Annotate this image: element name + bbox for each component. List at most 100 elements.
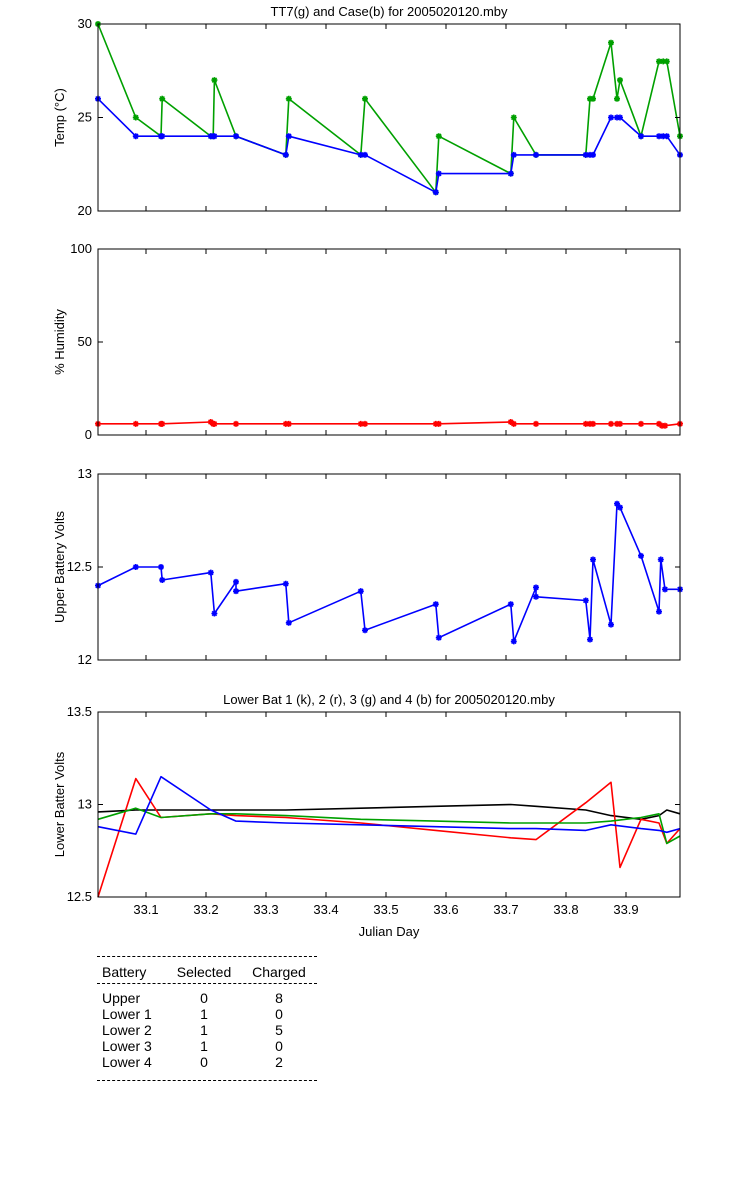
- series-line: [97, 775, 681, 835]
- data-point: [357, 420, 364, 427]
- x-tick-label: 33.3: [253, 902, 278, 917]
- data-point: [435, 420, 442, 427]
- data-point: [656, 133, 662, 140]
- table-row: Upper 0 8: [97, 990, 317, 1006]
- series-4: [97, 775, 681, 835]
- y-tick-label: 12: [78, 652, 92, 667]
- battery-charged: 8: [275, 990, 283, 1006]
- data-point: [211, 610, 218, 617]
- y-tick-label: 13: [78, 466, 92, 481]
- data-point: [432, 189, 439, 196]
- chart-panel-4: 12.5 13 13.5 33.1 33.2 33.3 33.4 33.5 33.6 33.7 33…: [52, 692, 681, 939]
- table-row: Lower 2 1 5: [97, 1022, 317, 1038]
- data-point: [362, 151, 368, 158]
- battery-selected: 1: [200, 1022, 208, 1038]
- data-point: [132, 420, 139, 427]
- data-point: [158, 564, 164, 570]
- table-row: Lower 1 1 0: [97, 1006, 317, 1022]
- data-point: [510, 638, 517, 645]
- data-point: [638, 420, 644, 427]
- data-point: [507, 601, 514, 608]
- data-point: [608, 420, 614, 427]
- data-point: [533, 151, 539, 158]
- header-battery: Battery: [102, 964, 147, 980]
- data-point: [582, 597, 589, 604]
- chart-panel-1: 20 25 30 TT7(g) and Case(b) for 2005020120.…: [52, 4, 683, 218]
- data-point: [435, 634, 442, 641]
- data-point: [132, 564, 139, 570]
- battery-name: Lower 2: [102, 1022, 152, 1038]
- data-point: [211, 420, 218, 427]
- table-rule-top: [97, 956, 317, 957]
- y-tick-label: 50: [78, 334, 92, 349]
- data-point: [614, 95, 620, 102]
- table-row: Lower 3 1 0: [97, 1038, 317, 1054]
- series-1: [95, 21, 683, 196]
- x-tick-label: 33.8: [553, 902, 578, 917]
- data-point: [662, 586, 668, 593]
- data-point: [510, 420, 517, 427]
- battery-selected: 1: [200, 1006, 208, 1022]
- header-charged: Charged: [252, 964, 306, 980]
- data-point: [285, 95, 292, 102]
- data-point: [533, 593, 539, 600]
- data-point: [590, 95, 596, 102]
- y-tick-label: 13.5: [67, 704, 92, 719]
- series-line: [97, 502, 680, 643]
- chart-title: TT7(g) and Case(b) for 2005020120.mby: [270, 4, 508, 19]
- series-line: [97, 807, 681, 845]
- data-point: [582, 420, 589, 427]
- y-tick-label: 0: [85, 427, 92, 442]
- data-point: [656, 58, 662, 65]
- data-point: [656, 608, 662, 615]
- plot-frame: [97, 711, 681, 898]
- y-tick-label: 12.5: [67, 889, 92, 904]
- x-tick-label: 33.6: [433, 902, 458, 917]
- data-point: [657, 556, 664, 563]
- x-tick-label: 33.1: [133, 902, 158, 917]
- data-point: [617, 114, 623, 121]
- y-axis-label: Upper Battery Volts: [52, 511, 67, 623]
- data-point: [510, 151, 517, 158]
- series-2: [95, 95, 683, 196]
- data-point: [159, 133, 166, 140]
- data-point: [282, 151, 289, 158]
- data-point: [362, 95, 368, 102]
- y-axis-label: % Humidity: [52, 309, 67, 375]
- data-point: [285, 133, 292, 140]
- data-point: [656, 420, 662, 427]
- data-point: [638, 133, 644, 140]
- data-point: [282, 580, 289, 587]
- data-point: [435, 133, 442, 140]
- battery-selected: 0: [200, 1054, 208, 1070]
- plot-frame: [97, 248, 681, 436]
- header-selected: Selected: [176, 964, 232, 980]
- battery-selected: 1: [200, 1038, 208, 1054]
- data-point: [159, 95, 166, 102]
- data-point: [590, 151, 596, 158]
- table-rule-mid: [97, 983, 317, 984]
- data-point: [608, 114, 614, 121]
- data-point: [507, 170, 514, 177]
- data-point: [660, 58, 667, 65]
- chart-panel-2: 0 50 100 % Humidity: [52, 241, 683, 442]
- data-point: [432, 601, 439, 608]
- data-point: [211, 77, 218, 84]
- series-3: [97, 807, 681, 845]
- battery-name: Lower 3: [102, 1038, 152, 1054]
- data-point: [233, 588, 239, 595]
- data-point: [285, 420, 292, 427]
- y-tick-label: 30: [78, 16, 92, 31]
- y-tick-label: 25: [78, 110, 92, 125]
- data-point: [587, 636, 593, 643]
- battery-charged: 5: [275, 1022, 283, 1038]
- data-point: [357, 588, 364, 595]
- x-tick-label: 33.4: [313, 902, 338, 917]
- x-axis-label: Julian Day: [359, 924, 420, 939]
- series-1: [95, 500, 683, 645]
- series-1: [97, 803, 681, 821]
- data-point: [159, 577, 166, 584]
- series-line: [97, 803, 681, 821]
- data-point: [662, 422, 668, 429]
- x-tick-label: 33.5: [373, 902, 398, 917]
